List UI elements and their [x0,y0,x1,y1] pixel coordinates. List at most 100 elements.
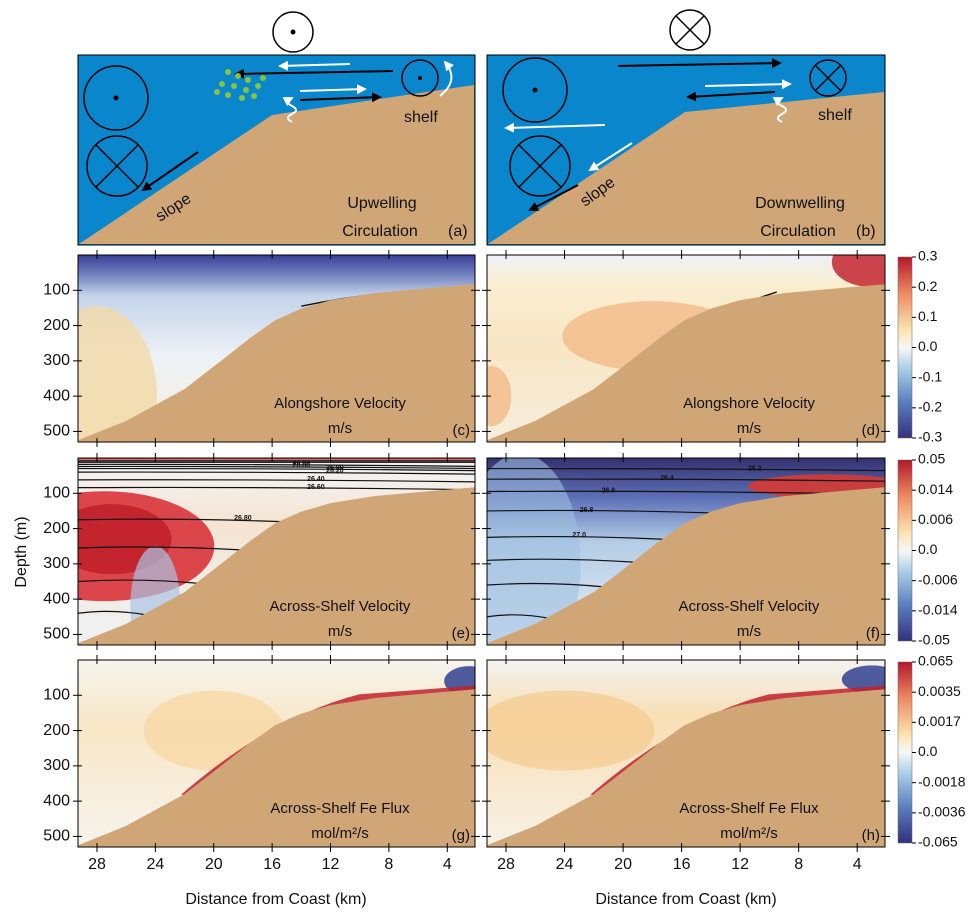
x-tick-label: 4 [443,856,452,873]
y-tick-label: 200 [43,520,70,537]
contour-label: 26.2 [748,465,762,472]
schematic-title: Upwelling [347,195,416,212]
field [78,255,475,442]
panel-units: m/s [737,623,761,640]
arrows [141,68,394,192]
colorbar-tick-label: 0.0 [918,743,938,759]
colorbar: 0.065 0.0035 0.0017 0.0 -0.0018 -0.0036 -0.065 [897,653,966,850]
panel-frame [77,659,476,848]
arrows [278,60,454,123]
bathymetry [487,284,885,442]
colorbar-tick-label: 0.006 [918,511,953,527]
eddies [83,59,439,197]
y-tick-label: 400 [43,590,70,607]
x-axis-label: Distance from Coast (km) [185,891,366,908]
y-tick-label: 500 [43,626,70,643]
density-contour [487,467,885,472]
colorbar-tick-label: -0.3 [918,429,942,445]
colorbar-ramp [897,256,913,439]
bathymetry [78,487,475,645]
colorbar-tick-label: -0.006 [918,571,958,587]
y-tick-label: 100 [43,485,70,502]
panel-label: (e) [452,625,470,642]
arrows [504,79,792,172]
y-tick-label: 200 [43,722,70,739]
colorbar-tick-label: -0.0018 [918,773,966,789]
density-contour [487,509,718,514]
colorbar-ramp [897,661,913,844]
bathymetry [487,689,885,847]
contour-label: 26.8 [580,507,594,514]
colorbar-tick-label: 0.0 [918,541,938,557]
panel-units: mol/m²/s [311,825,369,842]
schematic-a: slope shelf Upwelling Circulation (a) [77,11,476,246]
contour-label: 26.6 [602,487,616,494]
x-tick-label: 28 [497,856,515,873]
x-tick-label: 20 [205,856,223,873]
colorbar-tick-label: -0.1 [918,368,942,384]
panel-units: mol/m²/s [720,825,778,842]
density-contour [78,467,475,472]
field-shading [487,458,581,645]
eddy-dot [418,76,422,80]
contour-label: 26.20 [326,468,344,475]
colorbar-tick-label: 0.0035 [918,683,961,699]
contour-label: 26.80 [293,463,311,470]
y-tick-label: 400 [43,792,70,809]
panel-label: (c) [453,422,471,439]
field [487,660,885,847]
y-tick-label: 300 [43,352,70,369]
y-tick-label: 300 [43,555,70,572]
x-tick-label: 8 [384,856,393,873]
x-tick-label: 24 [556,856,574,873]
density-contour [487,558,639,564]
eddy-dot [532,87,538,93]
panel-label: (d) [862,422,880,439]
eddy-dot [113,95,119,101]
density-contour [78,546,246,551]
contour-panel: Across-Shelf Fe Flux mol/m²/s (g) 28 24 20 16 1… [43,655,480,873]
contour-label: 26.80 [293,460,311,467]
x-axis-label: Distance from Coast (km) [595,891,776,908]
panel-label: (h) [862,827,880,844]
field-shading [487,366,512,427]
colorbar-tick-label: -0.2 [918,399,942,415]
colorbar-tick-label: -0.014 [918,602,958,618]
panel-frame [77,457,476,646]
x-tick-label: 20 [614,856,632,873]
schematic-b: slope shelf Downwelling Circulation (b) [486,9,886,246]
density-contour [487,478,885,482]
panel-frame [77,254,476,443]
y-axis-label: Depth (m) [13,516,30,587]
y-tick-label: 400 [43,387,70,404]
colorbar-tick-label: 0.065 [918,653,953,669]
density-contour [78,518,288,523]
arrows [528,58,782,211]
contour-panel: 26.2 26.4 26.6 26.8 27.0 Across-Shelf Velocit… [482,453,890,650]
x-tick-label: 12 [322,856,340,873]
field [78,660,475,847]
panel-title: Across-Shelf Fe Flux [679,800,819,817]
y-tick-label: 200 [43,317,70,334]
panel-frame [486,659,886,848]
bathymetry [487,487,885,645]
y-tick-label: 500 [43,423,70,440]
contour-label: 26.60 [307,484,325,491]
colorbar-tick-label: 0.014 [918,481,953,497]
colorbar-tick-label: 0.1 [918,308,938,324]
panel-frame [486,254,886,443]
colorbar: 0.3 0.2 0.1 0.0 -0.1 -0.2 -0.3 [897,248,942,445]
contour-label: 26.4 [660,475,674,482]
density-contour [78,463,475,467]
panel-title: Across-Shelf Velocity [270,598,411,615]
contour-panel: Across-Shelf Fe Flux mol/m²/s (h) 28 24 20 16 1… [482,655,890,873]
panel-units: m/s [737,420,761,437]
panel-label: (b) [856,223,876,240]
density-contour [487,535,669,541]
contour-panel: Alongshore Velocity m/s (c) 100 200 300 400 500 [43,250,480,447]
panel-label: (g) [452,827,470,844]
symbol [675,15,705,45]
x-tick-label: 12 [731,856,749,873]
colorbar-tick-label: 0.0017 [918,713,961,729]
